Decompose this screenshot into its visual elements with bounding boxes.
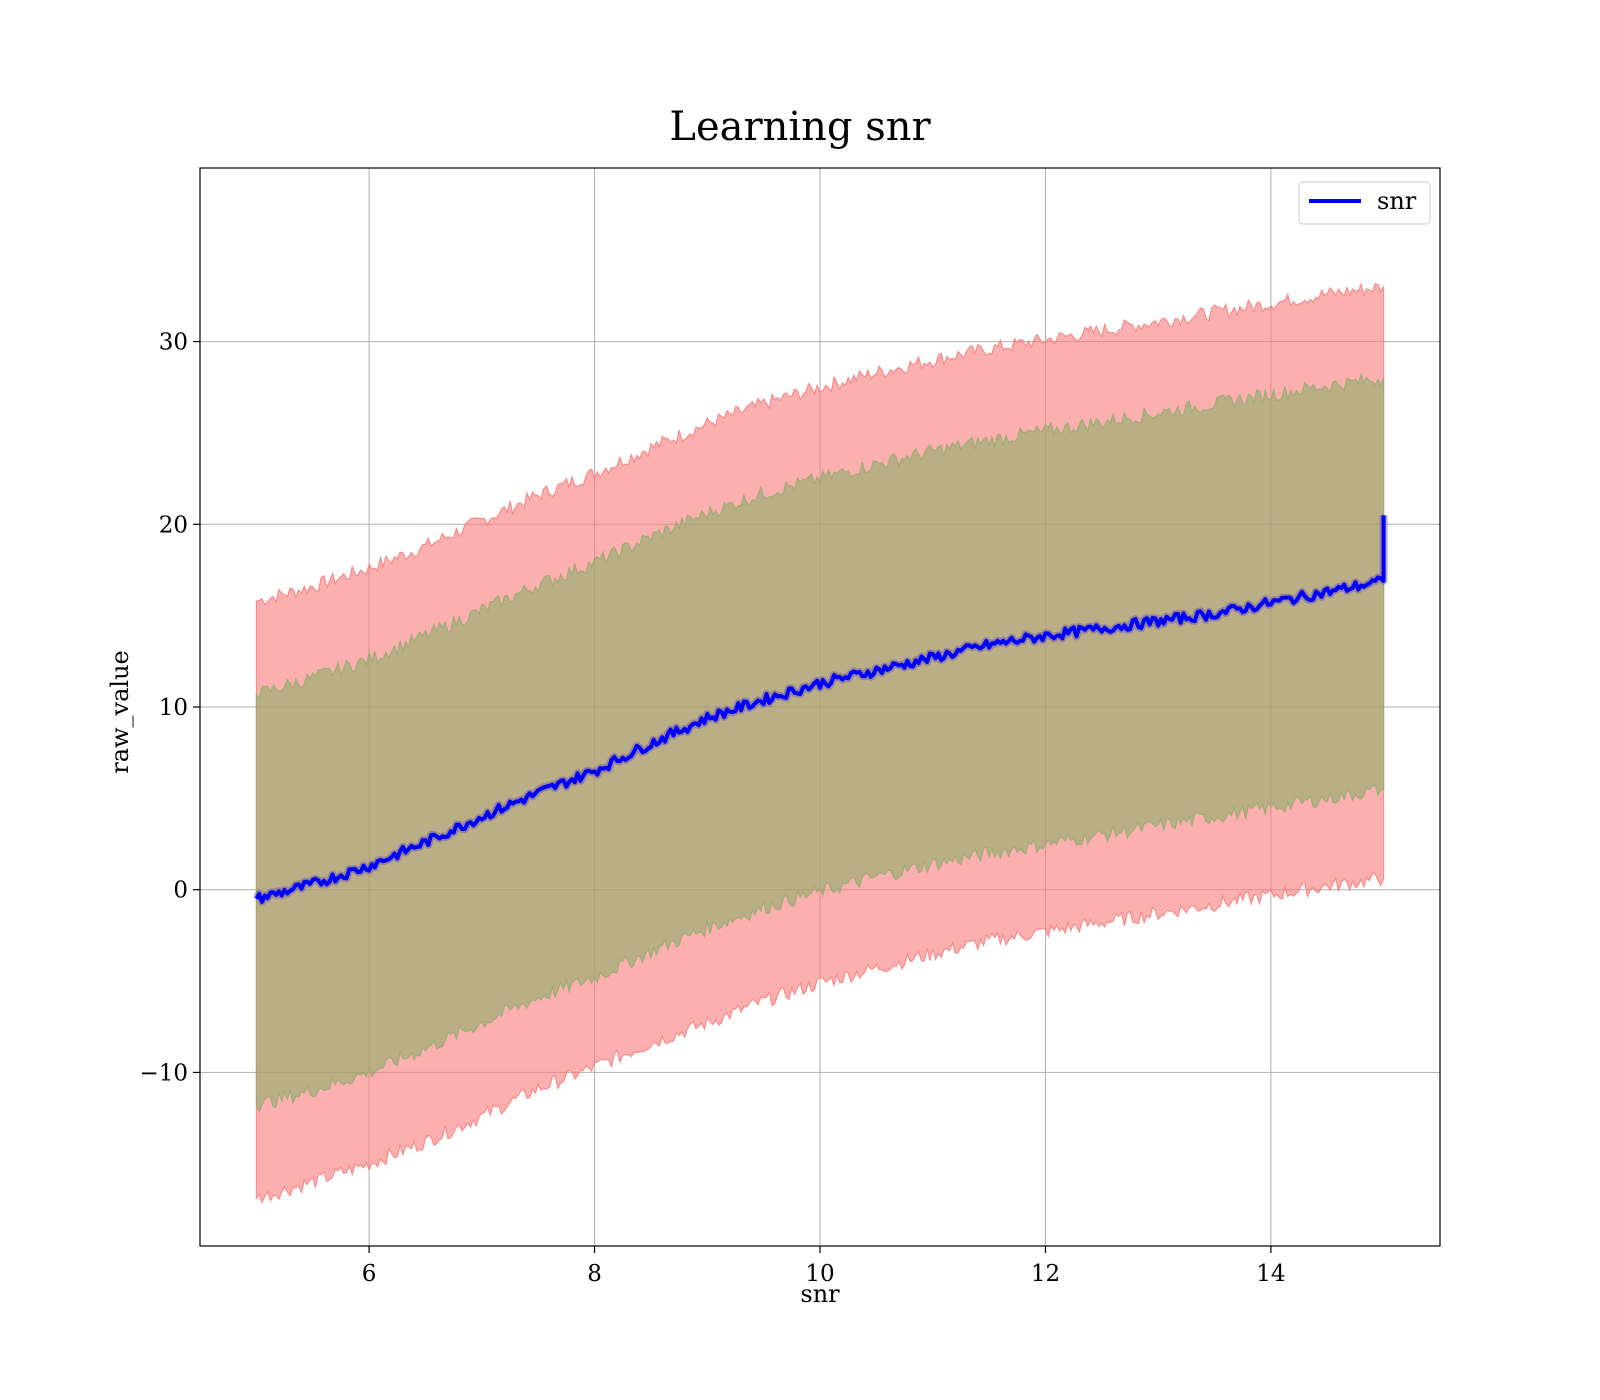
y-tick-label: 10	[159, 695, 188, 721]
x-tick-label: 10	[805, 1261, 834, 1287]
x-axis-ticks: 6 8 10 12 14	[362, 1246, 1286, 1287]
legend-box	[1298, 181, 1431, 225]
confidence-bands	[255, 282, 1385, 1205]
y-axis-label: raw_value	[106, 650, 134, 774]
y-tick-label: −10	[139, 1060, 188, 1086]
x-tick-label: 8	[587, 1261, 602, 1287]
y-axis-ticks: −10 0 10 20 30	[139, 330, 200, 1086]
legend-label-snr: snr	[1377, 187, 1417, 215]
x-axis-label: snr	[800, 1280, 840, 1308]
x-tick-label: 14	[1256, 1261, 1285, 1287]
x-tick-label: 6	[362, 1261, 377, 1287]
x-tick-label: 12	[1031, 1261, 1060, 1287]
band-1	[255, 372, 1385, 1113]
y-tick-label: 30	[159, 330, 188, 356]
series-line-snr	[254, 515, 1386, 904]
y-tick-label: 0	[173, 878, 188, 904]
y-tick-label: 20	[159, 512, 188, 538]
chart-title: Learning snr	[669, 104, 931, 150]
series-lines	[252, 515, 1388, 906]
legend: snr	[1298, 181, 1431, 225]
plot-area: 6 8 10 12 14 −10 0 10 20 30	[139, 167, 1441, 1287]
